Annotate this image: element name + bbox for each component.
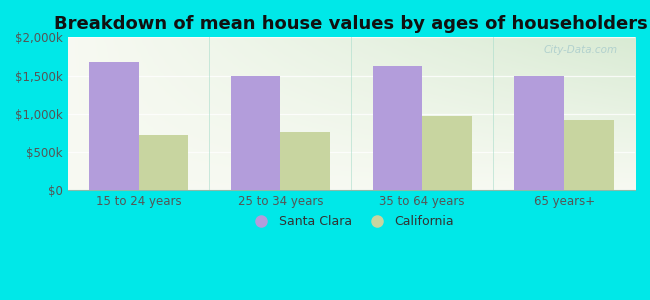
Bar	[89, 62, 138, 190]
Bar	[138, 135, 188, 190]
Bar	[564, 120, 614, 190]
Text: City-Data.com: City-Data.com	[544, 45, 618, 55]
Bar	[514, 76, 564, 190]
Bar	[422, 116, 472, 190]
Bar	[372, 66, 423, 190]
Title: Breakdown of mean house values by ages of householders: Breakdown of mean house values by ages o…	[55, 15, 648, 33]
Bar	[280, 132, 330, 190]
Legend: Santa Clara, California: Santa Clara, California	[244, 210, 459, 233]
Bar	[231, 76, 280, 190]
